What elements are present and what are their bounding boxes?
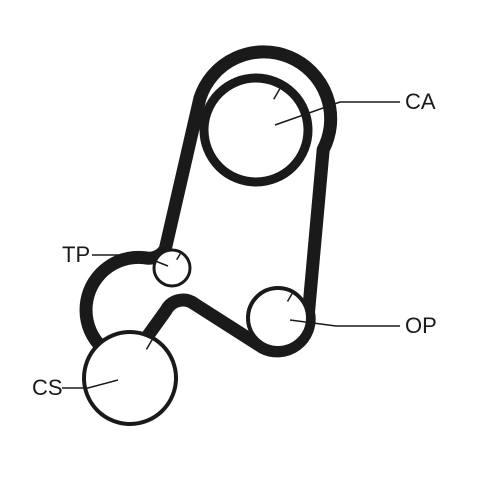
- pulley-op: [248, 288, 308, 348]
- label-tp: TP: [62, 242, 90, 267]
- label-ca: CA: [405, 89, 436, 114]
- pulley-ca: [204, 78, 308, 182]
- label-op: OP: [405, 313, 437, 338]
- pulley-cs: [84, 332, 176, 424]
- label-cs: CS: [32, 375, 63, 400]
- pulley-tp: [154, 250, 190, 286]
